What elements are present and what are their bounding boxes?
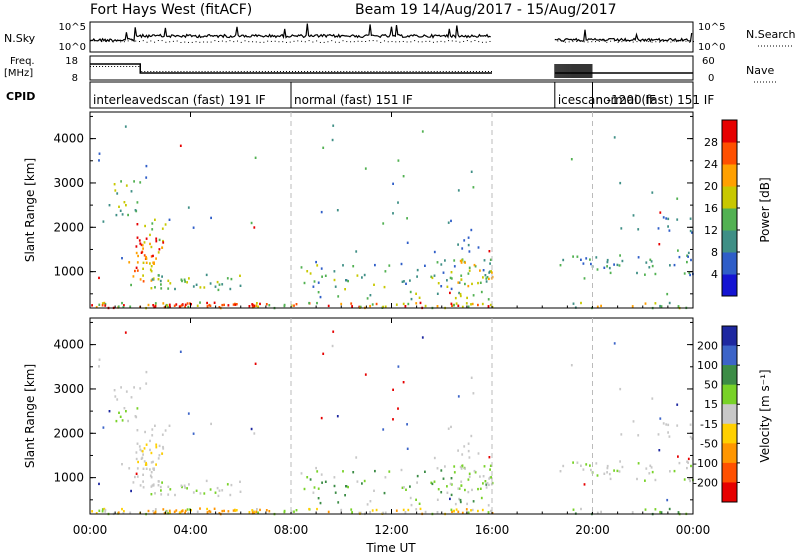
plot-title: Fort Hays West (fitACF) xyxy=(90,2,252,18)
velocity-colorbar-tick: -100 xyxy=(693,457,718,470)
time-tick-label: 16:00 xyxy=(475,523,510,537)
velocity-colorbar-tick: 200 xyxy=(697,340,718,353)
time-axis-label: Time UT xyxy=(365,541,416,554)
noise-right-label: N.Search xyxy=(746,28,796,41)
velocity-colorbar-tick: -200 xyxy=(693,476,718,489)
time-tick-label: 12:00 xyxy=(374,523,409,537)
range-tick-label: 1000 xyxy=(53,265,84,279)
range-tick-label: 2000 xyxy=(53,426,84,440)
cpid-segment-label: interleavedscan (fast) 191 IF xyxy=(93,93,266,107)
power-ylabel: Slant Range [km] xyxy=(23,158,37,262)
freq-left-label-top: Freq. xyxy=(10,56,35,67)
cpid-segment-label: normal (fast) 151 IF xyxy=(596,93,715,107)
freq-left-tick-top: 18 xyxy=(65,56,78,67)
noise-right-tick-top: 10^5 xyxy=(698,22,725,33)
velocity-colorbar-tick: -50 xyxy=(700,437,718,450)
time-tick-label: 20:00 xyxy=(575,523,610,537)
noise-left-tick-top: 10^5 xyxy=(59,22,86,33)
power-colorbar-tick: 12 xyxy=(704,224,718,237)
time-tick-label: 08:00 xyxy=(274,523,309,537)
velocity-colorbar-tick: -15 xyxy=(700,418,718,431)
range-tick-label: 2000 xyxy=(53,220,84,234)
freq-right-tick-bottom: 0 xyxy=(708,73,714,84)
power-colorbar-tick: 24 xyxy=(704,158,718,171)
time-tick-label: 04:00 xyxy=(173,523,208,537)
velocity-panel: 1000 2000 3000 4000 Slant Range [km] 200 100… xyxy=(23,317,772,516)
power-colorbar-tick: 16 xyxy=(704,202,718,215)
power-colorbar-tick: 28 xyxy=(704,136,718,149)
noise-left-tick-bottom: 10^0 xyxy=(59,42,86,53)
velocity-colorbar-label: Velocity [m s⁻¹] xyxy=(758,369,772,462)
nave-label: Nave xyxy=(746,64,774,77)
freq-left-tick-bottom: 8 xyxy=(72,73,78,84)
cpid-segment-label: normal (fast) 151 IF xyxy=(294,93,413,107)
power-colorbar-label: Power [dB] xyxy=(758,177,772,242)
range-tick-label: 3000 xyxy=(53,176,84,190)
noise-panel: N.Sky 10^5 10^0 10^5 10^0 N.Search xyxy=(4,21,796,53)
plot-subtitle: Beam 19 14/Aug/2017 - 15/Aug/2017 xyxy=(355,2,617,18)
cpid-segment-label: icescan -1200 IF xyxy=(558,93,656,107)
range-tick-label: 4000 xyxy=(53,338,84,352)
power-panel: 1000 2000 3000 4000 Slant Range [km] 4 8 12 16… xyxy=(23,111,772,310)
range-tick-label: 4000 xyxy=(53,132,84,146)
velocity-ylabel: Slant Range [km] xyxy=(23,364,37,468)
noise-right-tick-bottom: 10^0 xyxy=(698,42,725,53)
time-tick-label: 00:00 xyxy=(73,523,108,537)
velocity-colorbar-tick: 50 xyxy=(704,379,718,392)
freq-right-tick-top: 60 xyxy=(702,56,715,67)
cpid-panel: CPID interleavedscan (fast) 191 IF normal… xyxy=(6,81,715,109)
power-colorbar-tick: 4 xyxy=(711,268,718,281)
frequency-trace xyxy=(90,63,693,78)
velocity-colorbar-tick: 15 xyxy=(704,398,718,411)
power-colorbar-tick: 8 xyxy=(711,246,718,259)
velocity-scatter xyxy=(91,330,694,516)
velocity-colorbar-tick: 100 xyxy=(697,359,718,372)
frequency-panel: Freq. [MHz] 18 8 60 0 Nave xyxy=(4,55,776,84)
time-tick-label: 00:00 xyxy=(676,523,711,537)
cpid-label: CPID xyxy=(6,90,35,103)
range-tick-label: 3000 xyxy=(53,382,84,396)
noise-trace xyxy=(89,23,694,43)
power-colorbar-tick: 20 xyxy=(704,180,718,193)
freq-left-label-bottom: [MHz] xyxy=(4,68,33,79)
noise-left-label: N.Sky xyxy=(4,32,36,45)
power-scatter xyxy=(91,124,694,310)
range-tick-label: 1000 xyxy=(53,471,84,485)
